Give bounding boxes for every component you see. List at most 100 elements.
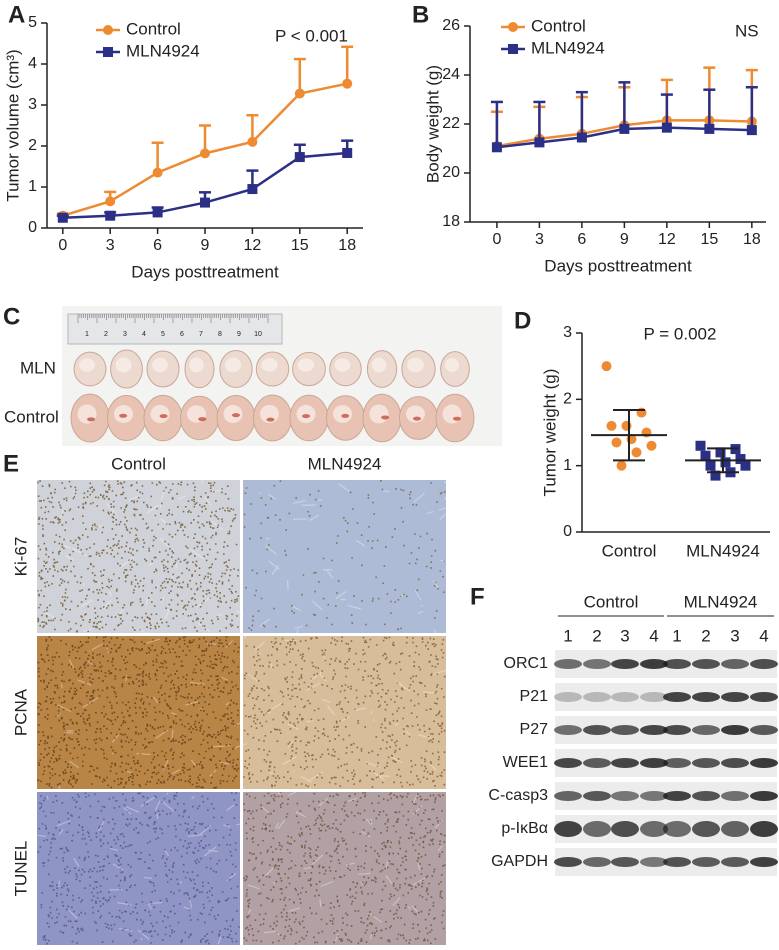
- ruler-label: 5: [161, 331, 165, 338]
- row-label: Ki-67: [11, 537, 30, 577]
- marker: [103, 25, 113, 35]
- tumor-highlight: [333, 405, 352, 423]
- lane-label: 1: [563, 626, 572, 645]
- ruler-label: 3: [123, 331, 127, 338]
- x-axis-label: Days posttreatment: [131, 262, 279, 281]
- lane-label: 2: [701, 626, 710, 645]
- panel-letter: A: [8, 1, 25, 28]
- marker: [103, 47, 113, 57]
- marker: [661, 122, 672, 133]
- tumor-vessel: [381, 415, 390, 420]
- blot-band: [640, 692, 668, 702]
- blot-band: [663, 659, 691, 669]
- blot-band: [692, 692, 720, 702]
- x-axis-label: Days posttreatment: [544, 256, 692, 275]
- legend-label: MLN4924: [126, 41, 200, 60]
- y-tick-label: 1: [563, 457, 572, 474]
- blot-band: [611, 857, 639, 867]
- tumor-vessel: [412, 416, 421, 421]
- marker: [735, 454, 746, 465]
- error-bar: [745, 86, 758, 131]
- tumor-highlight: [442, 404, 462, 424]
- blot-band: [663, 758, 691, 768]
- y-tick-label: 0: [28, 219, 37, 236]
- blot-band: [611, 692, 639, 702]
- legend-label: Control: [531, 16, 586, 35]
- x-tick-label: 12: [658, 231, 676, 248]
- blot-band: [554, 725, 582, 735]
- tumor-vessel: [87, 417, 96, 422]
- blot-band: [640, 821, 668, 837]
- error-bar: [703, 88, 716, 129]
- ihc-fiber: [247, 786, 443, 942]
- x-tick-label: 15: [291, 237, 309, 254]
- tumor-highlight: [444, 358, 460, 372]
- protein-label: ORC1: [504, 655, 549, 672]
- y-tick-label: 22: [442, 115, 460, 132]
- blot-band: [554, 821, 582, 837]
- blot-band: [692, 725, 720, 735]
- ihc-background: [37, 792, 240, 945]
- ihc-fiber: [53, 638, 255, 791]
- ihc-background: [243, 636, 446, 789]
- marker: [491, 142, 502, 153]
- marker: [247, 136, 258, 147]
- ruler-label: 4: [142, 331, 146, 338]
- column-label: Control: [111, 454, 166, 473]
- blot-band: [640, 659, 668, 669]
- legend-label: Control: [126, 19, 181, 38]
- marker: [740, 460, 751, 471]
- blot-band: [583, 758, 611, 768]
- tumor-highlight: [334, 358, 351, 372]
- ruler-label: 8: [218, 331, 222, 338]
- blot-band: [663, 791, 691, 801]
- ruler: [67, 313, 283, 345]
- legend-label: MLN4924: [531, 38, 605, 57]
- ruler-label: 10: [254, 331, 262, 338]
- tumor-highlight: [189, 357, 204, 373]
- lane-label: 2: [592, 626, 601, 645]
- tumor-vessel: [341, 413, 350, 418]
- blot-band: [640, 725, 668, 735]
- tumor-vessel: [198, 417, 207, 422]
- sd-bar: [613, 408, 645, 462]
- blot-band: [721, 659, 749, 669]
- blot-band: [640, 857, 668, 867]
- column-label: MLN4924: [308, 454, 382, 473]
- blot-band: [583, 725, 611, 735]
- sd-bar: [707, 447, 739, 474]
- tumor-highlight: [115, 357, 132, 373]
- protein-label: P27: [520, 721, 549, 738]
- group-label: Control: [584, 592, 639, 611]
- y-axis-label: Tumor weight (g): [540, 369, 559, 497]
- x-tick-label: 6: [153, 237, 162, 254]
- blot-band: [611, 821, 639, 837]
- x-tick-label: 18: [338, 237, 356, 254]
- ihc-background: [37, 636, 240, 789]
- x-tick-label: 6: [577, 231, 586, 248]
- ihc-image: [243, 786, 446, 945]
- y-tick-label: 18: [442, 213, 460, 230]
- marker: [342, 78, 353, 89]
- marker: [247, 184, 258, 195]
- ihc-image: [235, 480, 452, 640]
- blot-band: [663, 692, 691, 702]
- error-bar: [533, 100, 546, 143]
- marker: [631, 447, 642, 458]
- error-bar: [293, 57, 306, 94]
- ruler-label: 1: [85, 331, 89, 338]
- tumor-highlight: [297, 358, 315, 372]
- tumor-highlight: [369, 404, 389, 424]
- ihc-background: [243, 480, 446, 633]
- error-bar: [660, 93, 673, 128]
- x-tick-label: 0: [492, 231, 501, 248]
- marker: [704, 123, 715, 134]
- marker: [616, 460, 627, 471]
- ruler-label: 6: [180, 331, 184, 338]
- marker: [105, 210, 116, 221]
- tumor-highlight: [151, 357, 169, 373]
- blot-band: [721, 725, 749, 735]
- tumor-vessel: [231, 413, 240, 418]
- panel-letter: B: [412, 1, 429, 28]
- ihc-image: [36, 479, 240, 635]
